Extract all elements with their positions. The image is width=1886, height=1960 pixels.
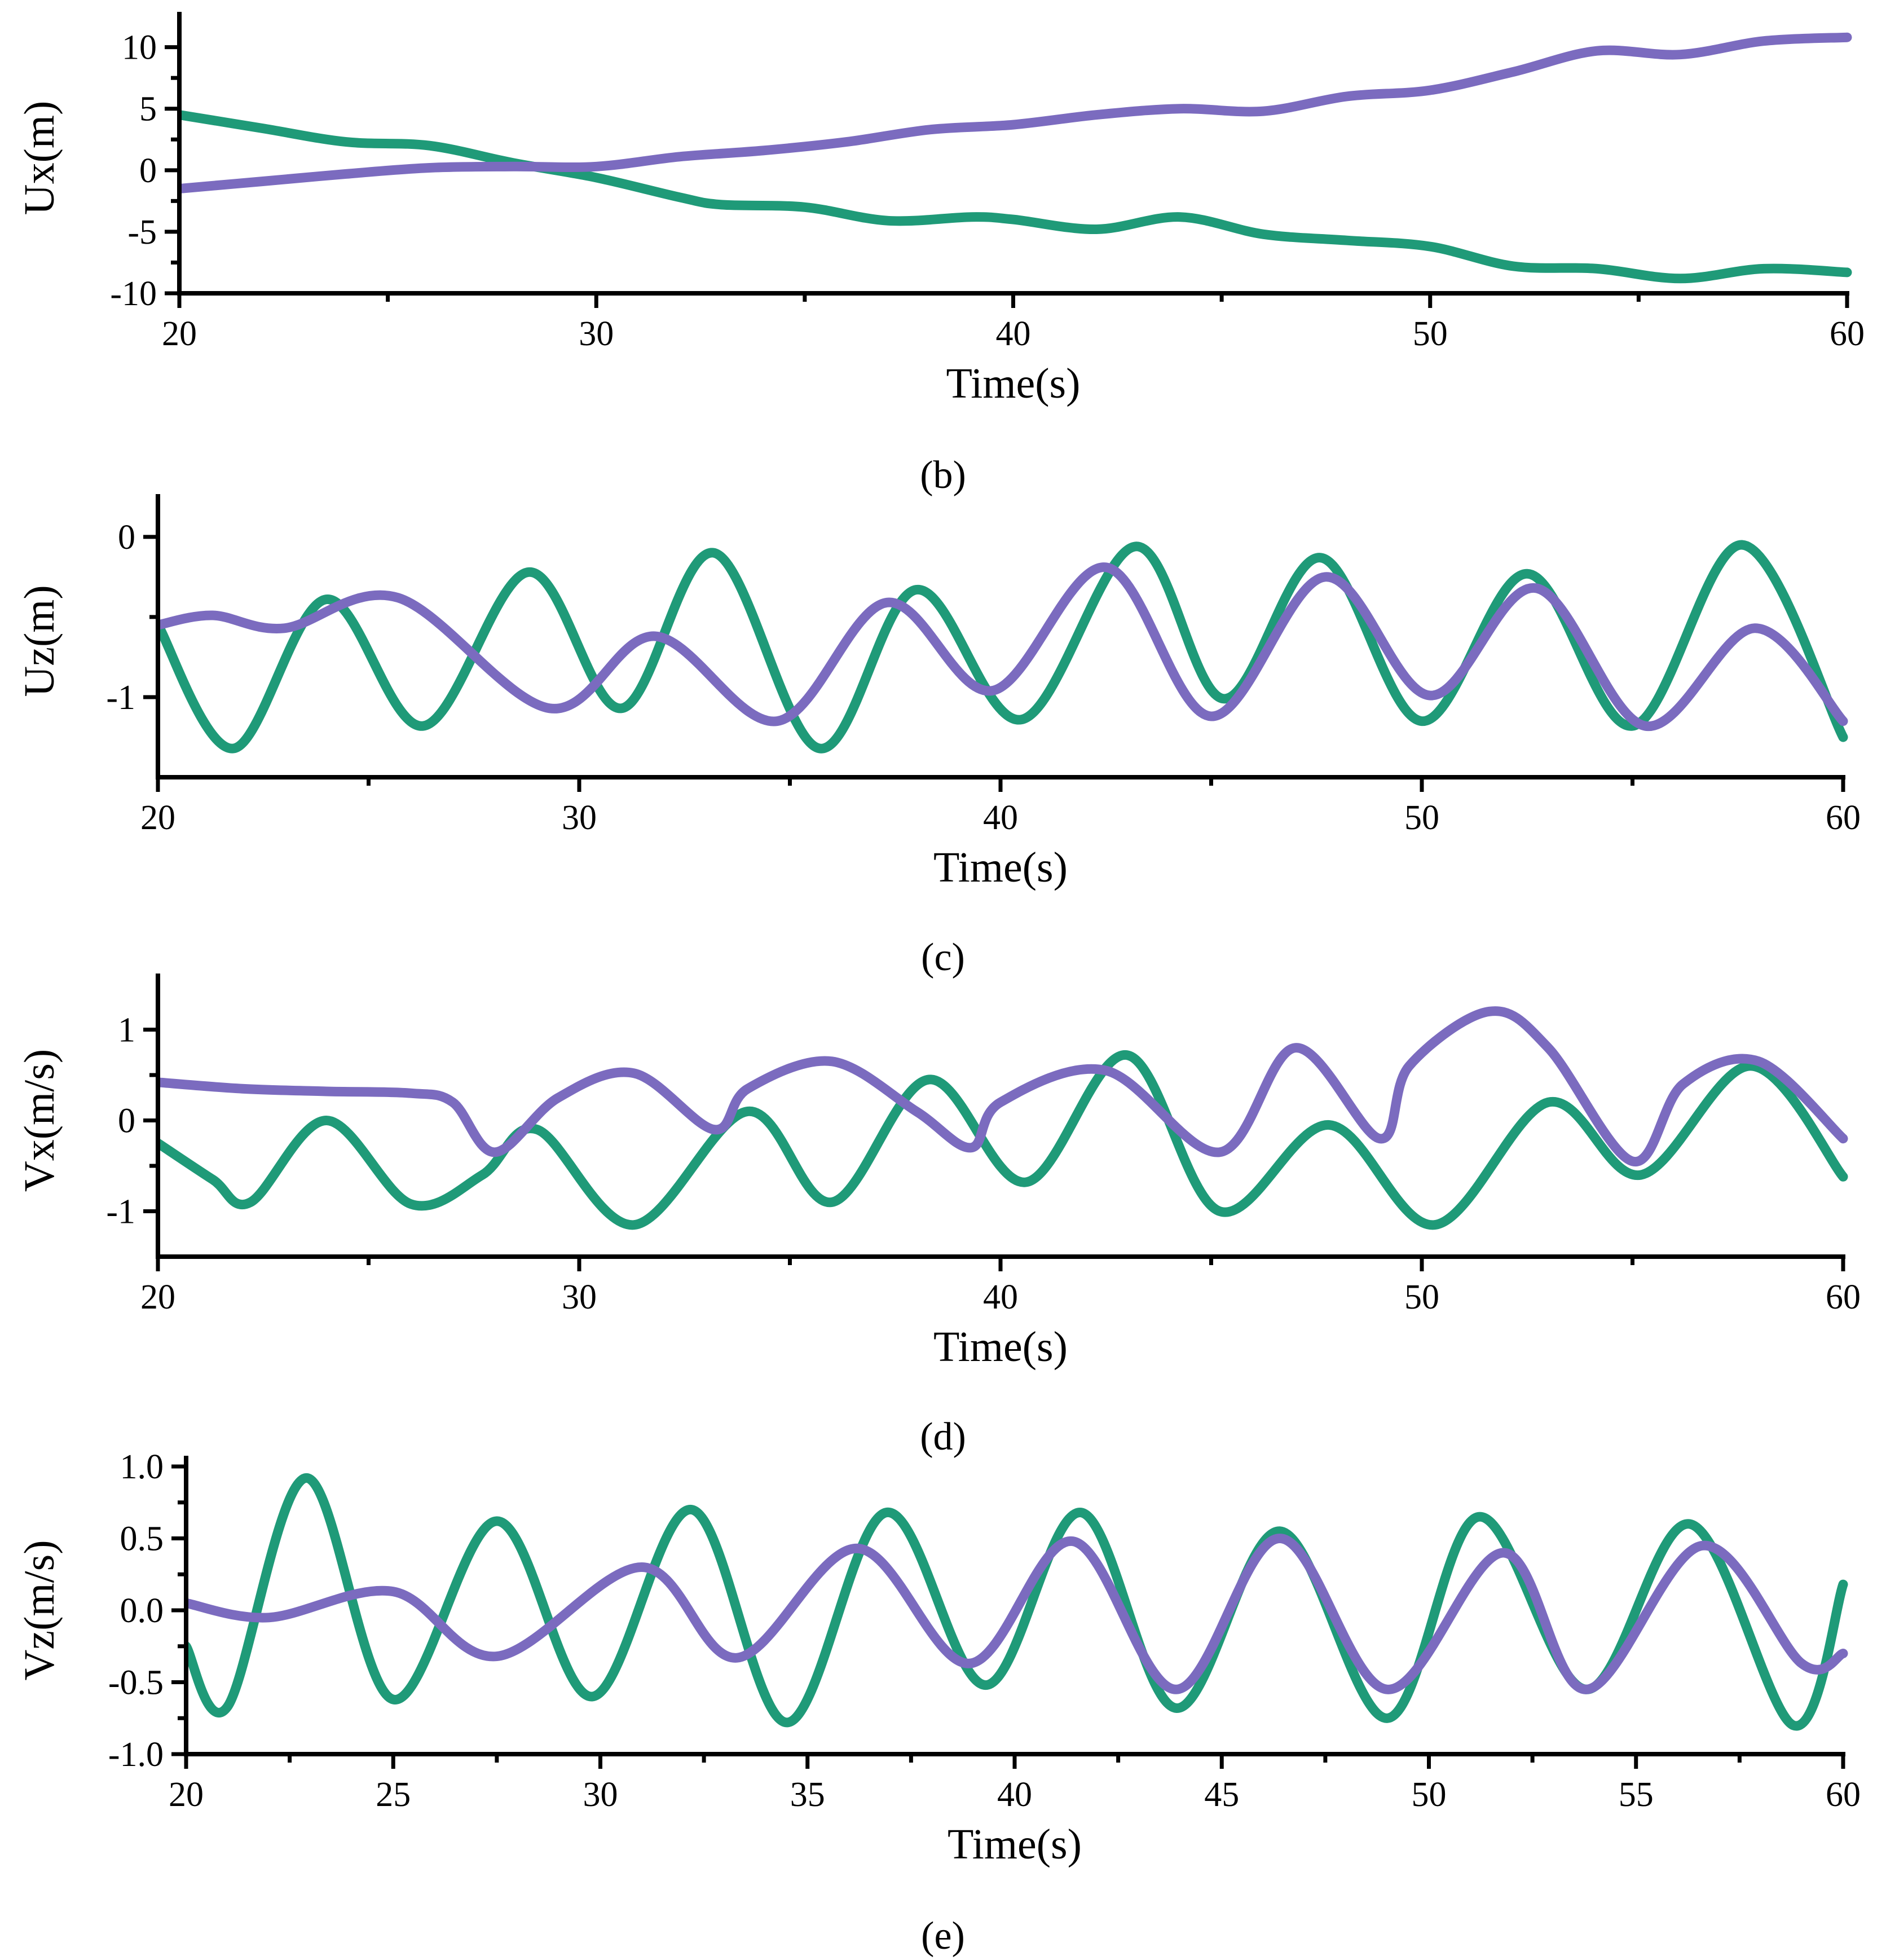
y-tick-label: -5: [127, 213, 157, 252]
caption-label: (c): [921, 936, 965, 979]
x-tick-label: 35: [790, 1776, 825, 1814]
x-tick-label: 45: [1204, 1776, 1239, 1814]
y-tick-label: 1.0: [120, 1448, 164, 1486]
x-tick-label: 25: [376, 1776, 411, 1814]
series-line-green: [179, 110, 1852, 284]
series-line-purple: [158, 1006, 1848, 1166]
y-axis-title: Uz(m): [16, 585, 63, 697]
y-tick-label: -10: [110, 275, 157, 313]
x-tick-label: 50: [1404, 1278, 1439, 1316]
series-line-purple: [179, 32, 1852, 193]
y-tick-label: 0: [139, 152, 157, 190]
y-tick-label: 10: [122, 29, 157, 67]
y-tick-label: 0.5: [120, 1520, 164, 1558]
y-tick-label: 0.0: [120, 1592, 164, 1630]
y-tick-label: 0: [118, 1102, 135, 1140]
x-tick-label: 20: [162, 315, 197, 353]
x-tick-label: 30: [562, 799, 597, 837]
x-tick-label: 50: [1413, 315, 1448, 353]
y-tick-label: 5: [139, 90, 157, 129]
x-tick-label: 40: [983, 799, 1018, 837]
panel-vx-velocity: 20 30 40 50 60 1 0 -1 Time(s) Vx(m/s) (d): [16, 974, 1861, 1459]
x-axis-title: Time(s): [933, 844, 1068, 891]
x-tick-label: 30: [562, 1278, 597, 1316]
panel-vz-velocity: 20 25 30 35 40 45 50 55 60 1.0 0.5 0.0 -0.5 -1.0 Time(…: [16, 1448, 1861, 1868]
x-tick-label: 50: [1412, 1776, 1447, 1814]
series-line-purple: [186, 1534, 1848, 1694]
x-tick-label: 20: [169, 1776, 204, 1814]
x-tick-label: 50: [1404, 799, 1439, 837]
x-tick-label: 60: [1830, 315, 1865, 353]
x-tick-label: 30: [579, 315, 614, 353]
y-tick-label: -0.5: [108, 1664, 164, 1702]
y-tick-label: -1.0: [108, 1736, 164, 1774]
series-line-purple: [158, 562, 1848, 731]
x-axis-title: Time(s): [933, 1323, 1068, 1371]
x-tick-label: 60: [1826, 1776, 1861, 1814]
panel-uz-displacement: 20 30 40 50 60 0 -1 Time(s) Uz(m) (c): [16, 494, 1861, 979]
y-axis-title: Ux(m): [16, 101, 63, 215]
x-tick-label: 40: [997, 1776, 1032, 1814]
x-tick-label: 40: [996, 315, 1031, 353]
x-tick-label: 20: [140, 1278, 175, 1316]
x-axis-title: Time(s): [946, 360, 1081, 407]
caption-label: (b): [920, 453, 966, 497]
y-tick-label: 1: [118, 1011, 135, 1050]
x-axis-title: Time(s): [948, 1821, 1082, 1868]
caption-label: (d): [920, 1415, 966, 1459]
x-tick-label: 20: [140, 799, 175, 837]
x-tick-label: 60: [1826, 799, 1861, 837]
series-line-green: [158, 1050, 1848, 1230]
series-line-green: [158, 540, 1848, 754]
caption-label-e: (e): [921, 1914, 965, 1958]
x-tick-label: 60: [1826, 1278, 1861, 1316]
y-tick-label: -1: [106, 1193, 135, 1231]
x-tick-label: 55: [1619, 1776, 1654, 1814]
y-tick-label: 0: [118, 518, 135, 557]
x-tick-label: 40: [983, 1278, 1018, 1316]
y-axis-title: Vx(m/s): [16, 1049, 63, 1192]
x-tick-label: 30: [583, 1776, 618, 1814]
y-tick-label: -1: [106, 679, 135, 717]
y-axis-title: Vz(m/s): [16, 1540, 63, 1680]
